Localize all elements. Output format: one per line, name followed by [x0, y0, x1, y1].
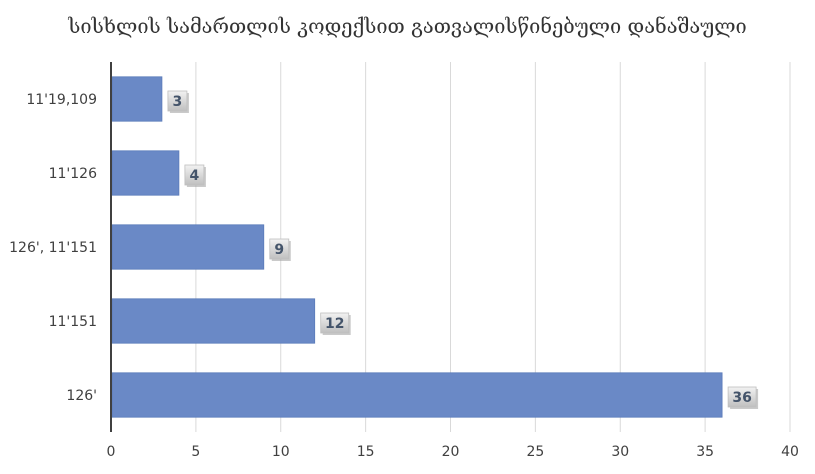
- data-label: 4: [190, 168, 200, 184]
- x-tick-label: 30: [611, 444, 629, 460]
- data-label-box: [320, 312, 350, 334]
- bar: [111, 372, 723, 418]
- category-label: 11'151: [49, 314, 97, 330]
- data-label-box: [727, 386, 757, 408]
- x-tick-label: 10: [272, 444, 290, 460]
- bar: [111, 150, 180, 196]
- bar: [111, 224, 265, 270]
- data-label: 12: [325, 316, 344, 332]
- data-label-box: [167, 90, 188, 112]
- x-tick-label: 0: [107, 444, 116, 460]
- data-label: 9: [274, 242, 284, 258]
- x-tick-label: 15: [357, 444, 375, 460]
- bar: [111, 298, 316, 344]
- data-label: 36: [732, 390, 751, 406]
- x-tick-label: 40: [781, 444, 799, 460]
- x-tick-label: 25: [526, 444, 544, 460]
- x-tick-label: 20: [442, 444, 460, 460]
- category-label: 126', 11'151: [9, 240, 97, 256]
- chart-title: სისხლის სამართლის კოდექსით გათვალისწინებ…: [68, 14, 747, 38]
- data-label-box: [269, 238, 290, 260]
- category-label: 11'126: [49, 166, 97, 182]
- x-tick-label: 35: [696, 444, 714, 460]
- category-label: 126': [66, 388, 97, 404]
- bar: [111, 76, 163, 122]
- category-label: 11'19,109: [26, 92, 97, 108]
- data-label-box: [184, 164, 205, 186]
- data-label: 3: [173, 94, 183, 110]
- x-tick-label: 5: [191, 444, 200, 460]
